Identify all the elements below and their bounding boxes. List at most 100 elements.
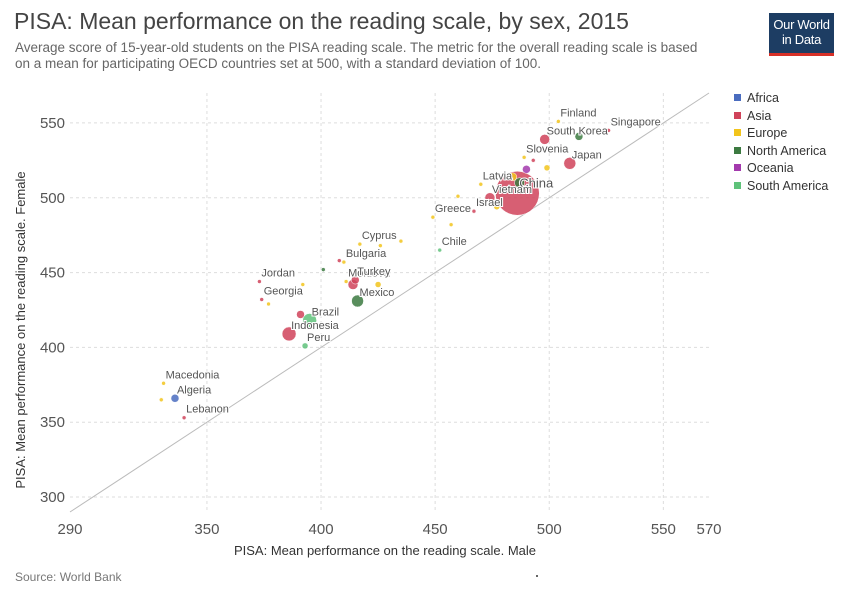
data-point (302, 313, 317, 328)
x-tick-label: 570 (696, 521, 721, 538)
point-label: Brazil (312, 306, 340, 318)
chart-title: PISA: Mean performance on the reading sc… (14, 8, 629, 34)
data-point (543, 164, 551, 172)
data-point (478, 182, 484, 187)
point-label: Lebanon (186, 404, 229, 416)
data-point (296, 310, 305, 319)
point-label: Turkey (357, 266, 391, 278)
legend-label: North America (747, 143, 827, 158)
data-point (437, 247, 442, 253)
legend-label: Asia (747, 108, 772, 123)
data-point (455, 194, 461, 199)
data-point (300, 282, 306, 287)
point-label: Vietnam (492, 184, 532, 196)
legend-swatch (734, 94, 741, 101)
legend-label: Africa (747, 91, 779, 105)
y-tick-label: 550 (40, 115, 65, 132)
point-label: Bulgaria (346, 248, 387, 260)
point-label: Georgia (264, 286, 304, 298)
y-tick-label: 450 (40, 265, 65, 282)
legend-item[interactable]: North America (734, 143, 828, 161)
x-tick-label: 450 (423, 521, 448, 538)
data-point (606, 128, 611, 133)
point-label: Chile (442, 236, 467, 248)
legend-swatch (734, 164, 741, 171)
legend-label: South America (747, 178, 829, 193)
data-point (378, 243, 383, 248)
data-point (351, 275, 360, 285)
data-point (471, 208, 477, 214)
data-point (266, 301, 271, 307)
data-point (186, 387, 191, 392)
grid-lines (70, 93, 709, 512)
data-points (159, 119, 611, 420)
point-label: Israel (476, 197, 503, 209)
data-point (259, 297, 264, 302)
data-point (398, 238, 404, 244)
y-tick-label: 350 (40, 414, 65, 431)
data-point (531, 158, 536, 163)
data-point (522, 165, 531, 174)
data-point (321, 267, 326, 272)
point-label: China (519, 175, 554, 190)
legend-swatch (734, 129, 741, 136)
data-point (301, 342, 309, 350)
data-point (170, 394, 180, 403)
x-tick-label: 400 (309, 521, 334, 538)
point-label: Finland (560, 107, 596, 119)
point-label: Singapore (611, 116, 661, 128)
legend-item[interactable]: Oceania (734, 160, 828, 178)
y-tick-label: 300 (40, 489, 65, 506)
x-tick-label: 350 (194, 521, 219, 538)
source-note: Source: World Bank (15, 570, 122, 584)
axis-ticks: 290 350 400 450 500 550 570 300 350 400 450 500 550 (40, 115, 722, 538)
point-label: South Korea (547, 125, 609, 137)
data-point (161, 381, 166, 386)
data-point (159, 397, 164, 403)
x-tick-label: 500 (537, 521, 562, 538)
legend-item[interactable]: Europe (734, 125, 828, 143)
diagonal-reference-line (69, 92, 710, 513)
data-point (257, 279, 262, 284)
data-point (521, 155, 527, 160)
data-point (197, 387, 203, 392)
y-tick-label: 400 (40, 339, 65, 356)
chart-subtitle: Average score of 15-year-old students on… (15, 40, 698, 71)
small-dot (536, 575, 538, 577)
legend-item[interactable]: South America (734, 178, 828, 196)
data-point (493, 203, 501, 210)
point-label: Slovenia (526, 143, 569, 155)
data-point (508, 172, 517, 182)
y-axis-label: PISA: Mean performance on the reading sc… (13, 171, 28, 488)
legend-item[interactable]: Asia (734, 108, 828, 126)
data-point (448, 222, 454, 227)
data-point (514, 177, 525, 189)
legend-swatch (734, 181, 741, 189)
point-label: Jordan (261, 268, 295, 280)
point-label: Moldova (348, 268, 390, 280)
data-point (181, 415, 187, 420)
data-point (341, 259, 347, 265)
legend-swatch (734, 111, 741, 119)
x-tick-label: 290 (57, 521, 82, 538)
legend: Africa Asia Europe North America Oceania Sout… (734, 90, 828, 195)
data-point (560, 146, 566, 151)
legend-item[interactable]: Africa (734, 90, 828, 108)
data-point (357, 241, 363, 247)
data-point (374, 281, 382, 288)
legend-label: Oceania (747, 161, 794, 175)
data-point (574, 132, 584, 141)
data-point (563, 157, 577, 170)
data-point (539, 134, 550, 145)
data-point (484, 192, 496, 203)
owid-logo[interactable]: Our World in Data (769, 13, 834, 56)
data-point (430, 214, 436, 220)
x-tick-label: 550 (651, 521, 676, 538)
data-point (351, 294, 364, 308)
point-label: Peru (307, 332, 330, 344)
point-label: Japan (572, 149, 602, 161)
point-label: Indonesia (291, 320, 340, 332)
data-point (337, 258, 342, 263)
